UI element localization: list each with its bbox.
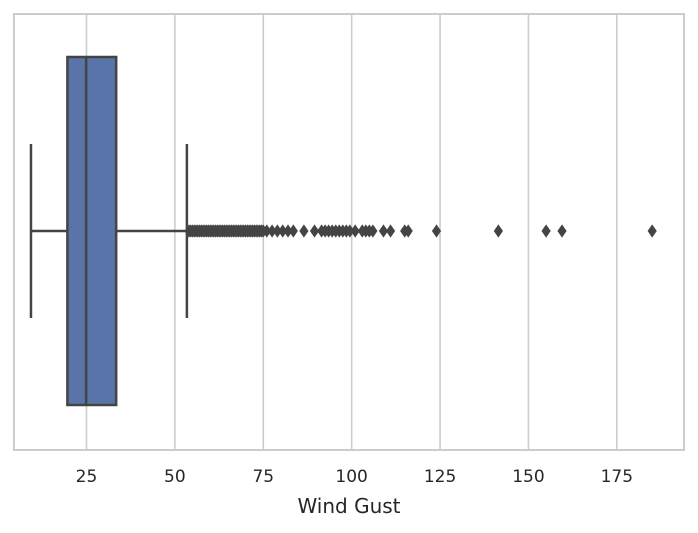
outlier-point <box>262 224 272 238</box>
interquartile-box <box>66 55 118 407</box>
outlier-point <box>272 224 283 238</box>
outlier-group <box>184 224 657 238</box>
outlier-point <box>493 224 503 238</box>
outlier-point <box>647 224 657 238</box>
outlier-point <box>299 224 309 238</box>
outlier-point <box>403 224 413 238</box>
x-tick-label: 75 <box>252 467 274 487</box>
outlier-point <box>378 224 389 238</box>
outlier-point <box>283 224 293 238</box>
x-tick-label: 150 <box>512 467 544 487</box>
outlier-point <box>431 224 442 238</box>
x-tick-labels: 25 50 75 100 125 150 175 <box>76 467 633 487</box>
x-tick-label: 25 <box>76 467 98 487</box>
outlier-point <box>345 224 355 238</box>
outlier-point <box>557 224 567 238</box>
outlier-point <box>385 224 396 238</box>
x-tick-label: 50 <box>164 467 186 487</box>
outlier-point <box>288 224 298 238</box>
x-tick-label: 100 <box>335 467 367 487</box>
x-tick-label: 125 <box>424 467 456 487</box>
outlier-point <box>541 224 551 238</box>
outlier-point <box>368 224 378 238</box>
outlier-point <box>309 224 320 238</box>
x-axis-label: Wind Gust <box>297 494 400 518</box>
plot-frame <box>13 13 685 451</box>
outlier-point <box>267 224 277 238</box>
outlier-point <box>350 224 360 238</box>
x-tick-label: 175 <box>601 467 633 487</box>
outlier-point <box>278 224 288 238</box>
